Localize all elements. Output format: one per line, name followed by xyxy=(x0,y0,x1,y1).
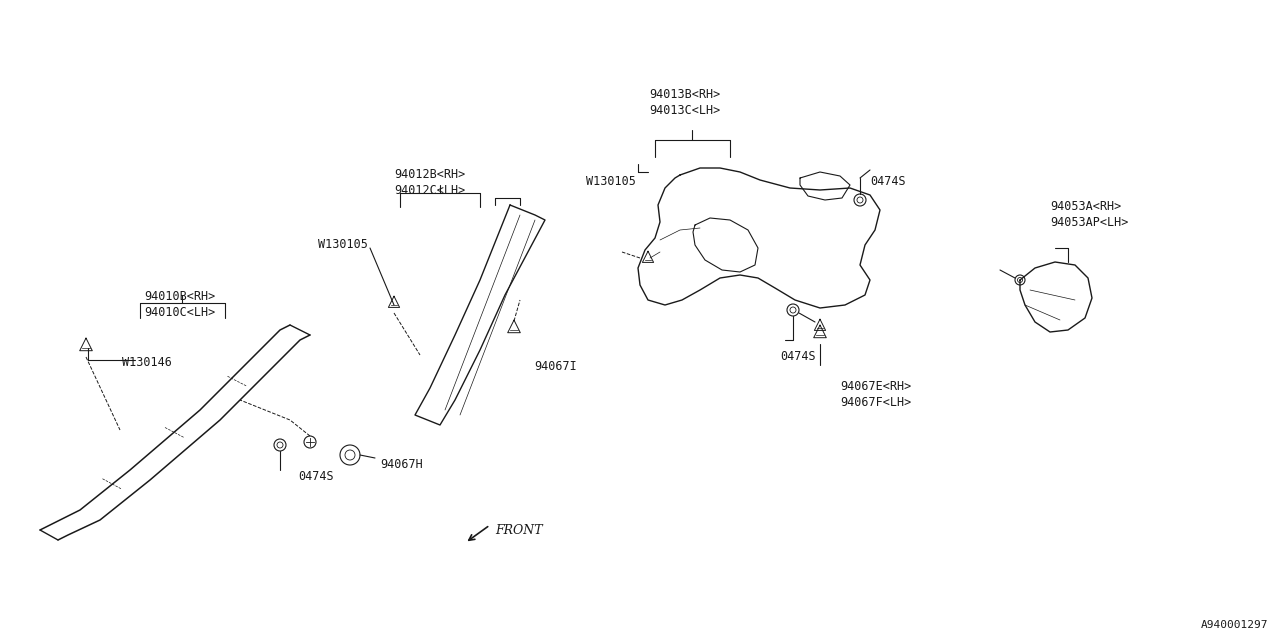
Text: W130146: W130146 xyxy=(122,356,172,369)
Text: 94010B<RH>
94010C<LH>: 94010B<RH> 94010C<LH> xyxy=(145,290,215,319)
Text: 94012B<RH>
94012C<LH>: 94012B<RH> 94012C<LH> xyxy=(394,168,466,197)
Text: W130105: W130105 xyxy=(586,175,636,188)
Text: W130105: W130105 xyxy=(319,238,369,251)
Text: 94013B<RH>
94013C<LH>: 94013B<RH> 94013C<LH> xyxy=(649,88,721,117)
Text: 0474S: 0474S xyxy=(870,175,906,188)
Text: A940001297: A940001297 xyxy=(1201,620,1268,630)
Text: 94053A<RH>
94053AP<LH>: 94053A<RH> 94053AP<LH> xyxy=(1050,200,1129,229)
Text: 94067E<RH>
94067F<LH>: 94067E<RH> 94067F<LH> xyxy=(840,380,911,409)
Text: 94067I: 94067I xyxy=(534,360,577,373)
Text: 0474S: 0474S xyxy=(298,470,334,483)
Text: 94067H: 94067H xyxy=(380,458,422,471)
Text: FRONT: FRONT xyxy=(495,524,543,536)
Text: 0474S: 0474S xyxy=(780,350,815,363)
